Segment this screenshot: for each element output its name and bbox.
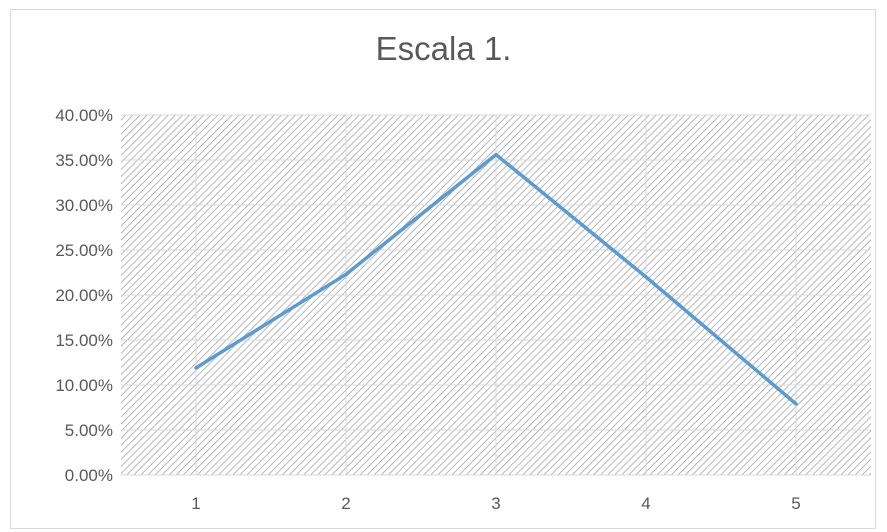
- x-tick-label: 1: [191, 494, 200, 513]
- x-tick-label: 5: [791, 494, 800, 513]
- data-point: [344, 272, 348, 276]
- chart-title: Escala 1.: [375, 30, 512, 67]
- x-tick-label: 4: [641, 494, 650, 513]
- y-tick-label: 25.00%: [55, 241, 113, 260]
- y-axis-ticks: 0.00% 5.00% 10.00% 15.00% 20.00% 25.00% 30.00%…: [55, 106, 113, 485]
- data-point: [794, 402, 798, 406]
- data-point: [494, 153, 498, 157]
- x-gridlines: [195, 115, 797, 475]
- y-tick-label: 10.00%: [55, 376, 113, 395]
- y-tick-label: 40.00%: [55, 106, 113, 125]
- y-tick-label: 15.00%: [55, 331, 113, 350]
- y-tick-label: 30.00%: [55, 196, 113, 215]
- x-tick-label: 2: [341, 494, 350, 513]
- x-axis-ticks: 1 2 3 4 5: [191, 494, 800, 513]
- series-group: [194, 152, 798, 406]
- y-tick-label: 0.00%: [65, 466, 113, 485]
- x-tick-label: 3: [491, 494, 500, 513]
- data-point: [644, 275, 648, 279]
- y-tick-label: 35.00%: [55, 151, 113, 170]
- y-tick-label: 5.00%: [65, 421, 113, 440]
- data-point: [194, 366, 198, 370]
- y-tick-label: 20.00%: [55, 286, 113, 305]
